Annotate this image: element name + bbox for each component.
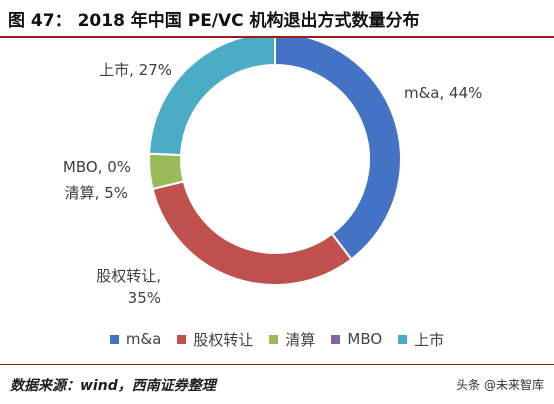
donut-slice-股权转让 [151,180,353,286]
figure-title-bar: 图 47： 2018 年中国 PE/VC 机构退出方式数量分布 [0,0,554,36]
legend-item-MBO: MBO [331,330,382,348]
legend-label: 清算 [285,330,316,349]
legend-label: MBO [347,330,383,348]
legend-label: 上市 [414,330,445,349]
chart-legend: m&a 股权转让 清算 MBO 上市 [0,328,554,350]
source-note: 数据来源：wind，西南证券整理 [10,378,216,394]
legend-label: 股权转让 [193,330,254,349]
legend-label: m&a [125,330,162,348]
legend-swatch [177,334,187,344]
data-label-MBO: MBO, 0% [63,158,131,176]
legend-item-m&a: m&a [109,330,162,348]
figure-title: 2018 年中国 PE/VC 机构退出方式数量分布 [77,10,420,31]
legend-swatch [109,334,119,344]
figure-label: 图 47： [8,10,72,31]
footer-divider [0,364,554,365]
data-label-股权转让: 股权转让, 35% [96,267,161,307]
watermark: 头条 @未来智库 [456,378,544,392]
data-label-上市: 上市, 27% [99,61,172,79]
legend-item-股权转让: 股权转让 [177,329,253,350]
title-divider [0,36,554,38]
data-label-清算: 清算, 5% [65,184,128,202]
legend-item-清算: 清算 [269,329,315,350]
donut-chart: m&a, 44% 股权转让, 35% 清算, 5% MBO, 0% 上市, 27% [63,38,482,307]
legend-item-上市: 上市 [398,329,444,350]
legend-swatch [398,334,408,344]
legend-swatch [269,334,279,344]
legend-swatch [331,334,341,344]
data-label-m&a: m&a, 44% [404,84,482,102]
donut-slice-上市 [148,38,276,157]
donut-slice-m&a [274,38,402,261]
